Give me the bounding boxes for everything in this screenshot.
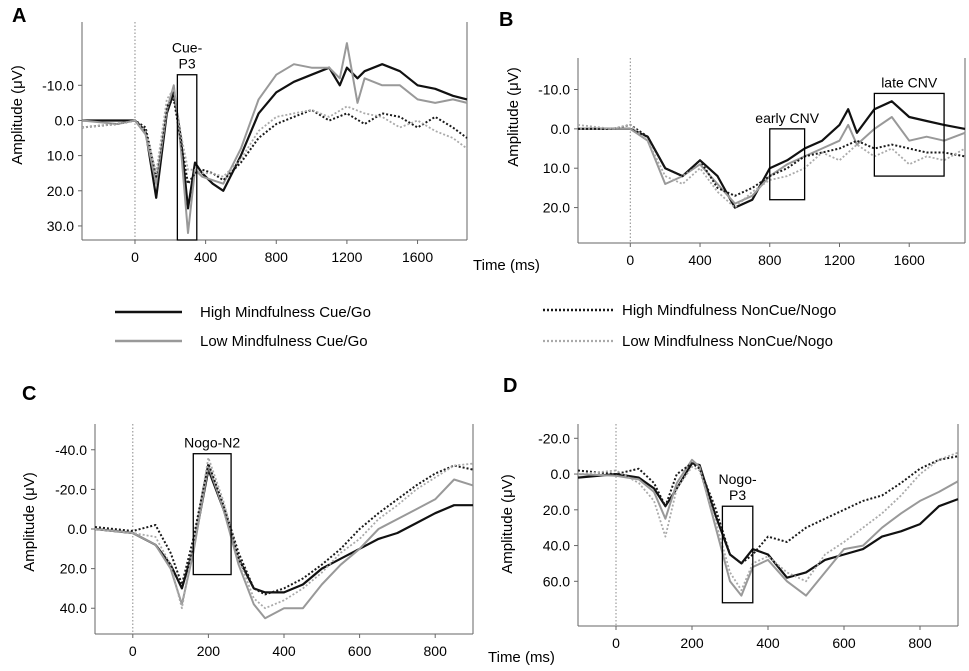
x-tick-label: 800: [265, 249, 289, 265]
y-tick-label: 20.0: [543, 200, 570, 216]
component-label: P3: [729, 487, 746, 503]
series-line-high-nn: [578, 125, 965, 196]
x-tick-label: 0: [626, 252, 634, 268]
y-tick-label: 10.0: [543, 160, 570, 176]
panel-b: B -10.0 0.0 10.0 20.0 0 400 800 1200 1600 Amplitud…: [473, 9, 965, 274]
panel-a: A -10.0 0.0 10.0 20.0 30.0 0 400 800 1200 1600 Ampl…: [9, 5, 467, 265]
y-tick-label: 0.0: [68, 521, 88, 537]
x-tick-label: 0: [131, 249, 139, 265]
y-tick-label: -20.0: [55, 481, 87, 497]
component-label: Nogo-: [719, 471, 757, 487]
component-label: Nogo-N2: [184, 435, 240, 451]
series-line-high-cg: [82, 64, 467, 208]
x-tick-label: 400: [756, 635, 780, 651]
panel-letter: D: [503, 375, 517, 397]
x-tick-label: 1200: [331, 249, 362, 265]
x-tick-label: 200: [197, 643, 221, 659]
legend-label: High Mindfulness Cue/Go: [200, 304, 371, 321]
component-label: early CNV: [755, 110, 819, 126]
series-line-low-cg: [82, 43, 467, 233]
x-tick-label: 400: [272, 643, 296, 659]
y-tick-label: 30.0: [47, 218, 74, 234]
series-line-high-nn: [82, 99, 467, 183]
series-line-low-cg: [578, 460, 958, 596]
series-line-high-nn: [95, 464, 473, 595]
y-tick-label: 20.0: [60, 561, 87, 577]
panel-letter: B: [499, 9, 513, 31]
y-tick-label: 40.0: [543, 538, 570, 554]
component-label: Cue-: [172, 40, 203, 56]
y-axis-label: Amplitude (μV): [505, 67, 522, 167]
component-window-box: [874, 93, 944, 176]
y-tick-label: -10.0: [42, 77, 74, 93]
component-label: late CNV: [881, 74, 938, 90]
y-axis-label: Amplitude (μV): [21, 472, 38, 572]
y-tick-label: 20.0: [47, 183, 74, 199]
x-tick-label: 0: [612, 635, 620, 651]
y-tick-label: -40.0: [55, 442, 87, 458]
legend-label: Low Mindfulness NonCue/Nogo: [622, 333, 833, 350]
panel-d: D -20.0 0.0 20.0 40.0 60.0 0 200 400 600 800 Amplit…: [488, 375, 958, 666]
series-line-high-cg: [95, 470, 473, 593]
x-tick-label: 400: [688, 252, 712, 268]
legend: High Mindfulness Cue/Go Low Mindfulness C…: [115, 302, 836, 350]
x-tick-label: 200: [680, 635, 704, 651]
panel-letter: A: [12, 5, 26, 27]
y-tick-label: 20.0: [543, 502, 570, 518]
series-line-low-nn: [95, 458, 473, 609]
y-tick-label: 10.0: [47, 148, 74, 164]
y-tick-label: 40.0: [60, 600, 87, 616]
legend-label: Low Mindfulness Cue/Go: [200, 333, 368, 350]
x-tick-label: 600: [348, 643, 372, 659]
series-line-low-cg: [95, 466, 473, 619]
x-tick-label: 400: [194, 249, 218, 265]
x-axis-label: Time (ms): [473, 257, 540, 274]
y-tick-label: 0.0: [551, 121, 571, 137]
component-label: P3: [179, 56, 196, 72]
legend-label: High Mindfulness NonCue/Nogo: [622, 302, 836, 319]
series-line-low-nn: [82, 89, 467, 177]
x-tick-label: 1200: [824, 252, 855, 268]
y-tick-label: 0.0: [55, 112, 75, 128]
panel-letter: C: [22, 383, 36, 405]
x-tick-label: 800: [758, 252, 782, 268]
y-tick-label: 0.0: [551, 466, 571, 482]
series-line-high-nn: [578, 456, 958, 563]
y-tick-label: 60.0: [543, 573, 570, 589]
panel-c: C -40.0 -20.0 0.0 20.0 40.0 0 200 400 600 800 Ampli…: [21, 383, 473, 659]
x-tick-label: 800: [424, 643, 448, 659]
x-tick-label: 1600: [402, 249, 433, 265]
y-axis-label: Amplitude (μV): [9, 65, 26, 165]
y-axis-label: Amplitude (μV): [499, 474, 516, 574]
x-axis-label: Time (ms): [488, 649, 555, 666]
x-tick-label: 0: [129, 643, 137, 659]
series-line-low-nn: [578, 453, 958, 591]
y-tick-label: -10.0: [538, 81, 570, 97]
x-tick-label: 600: [832, 635, 856, 651]
x-tick-label: 800: [908, 635, 932, 651]
y-tick-label: -20.0: [538, 430, 570, 446]
x-tick-label: 1600: [894, 252, 925, 268]
